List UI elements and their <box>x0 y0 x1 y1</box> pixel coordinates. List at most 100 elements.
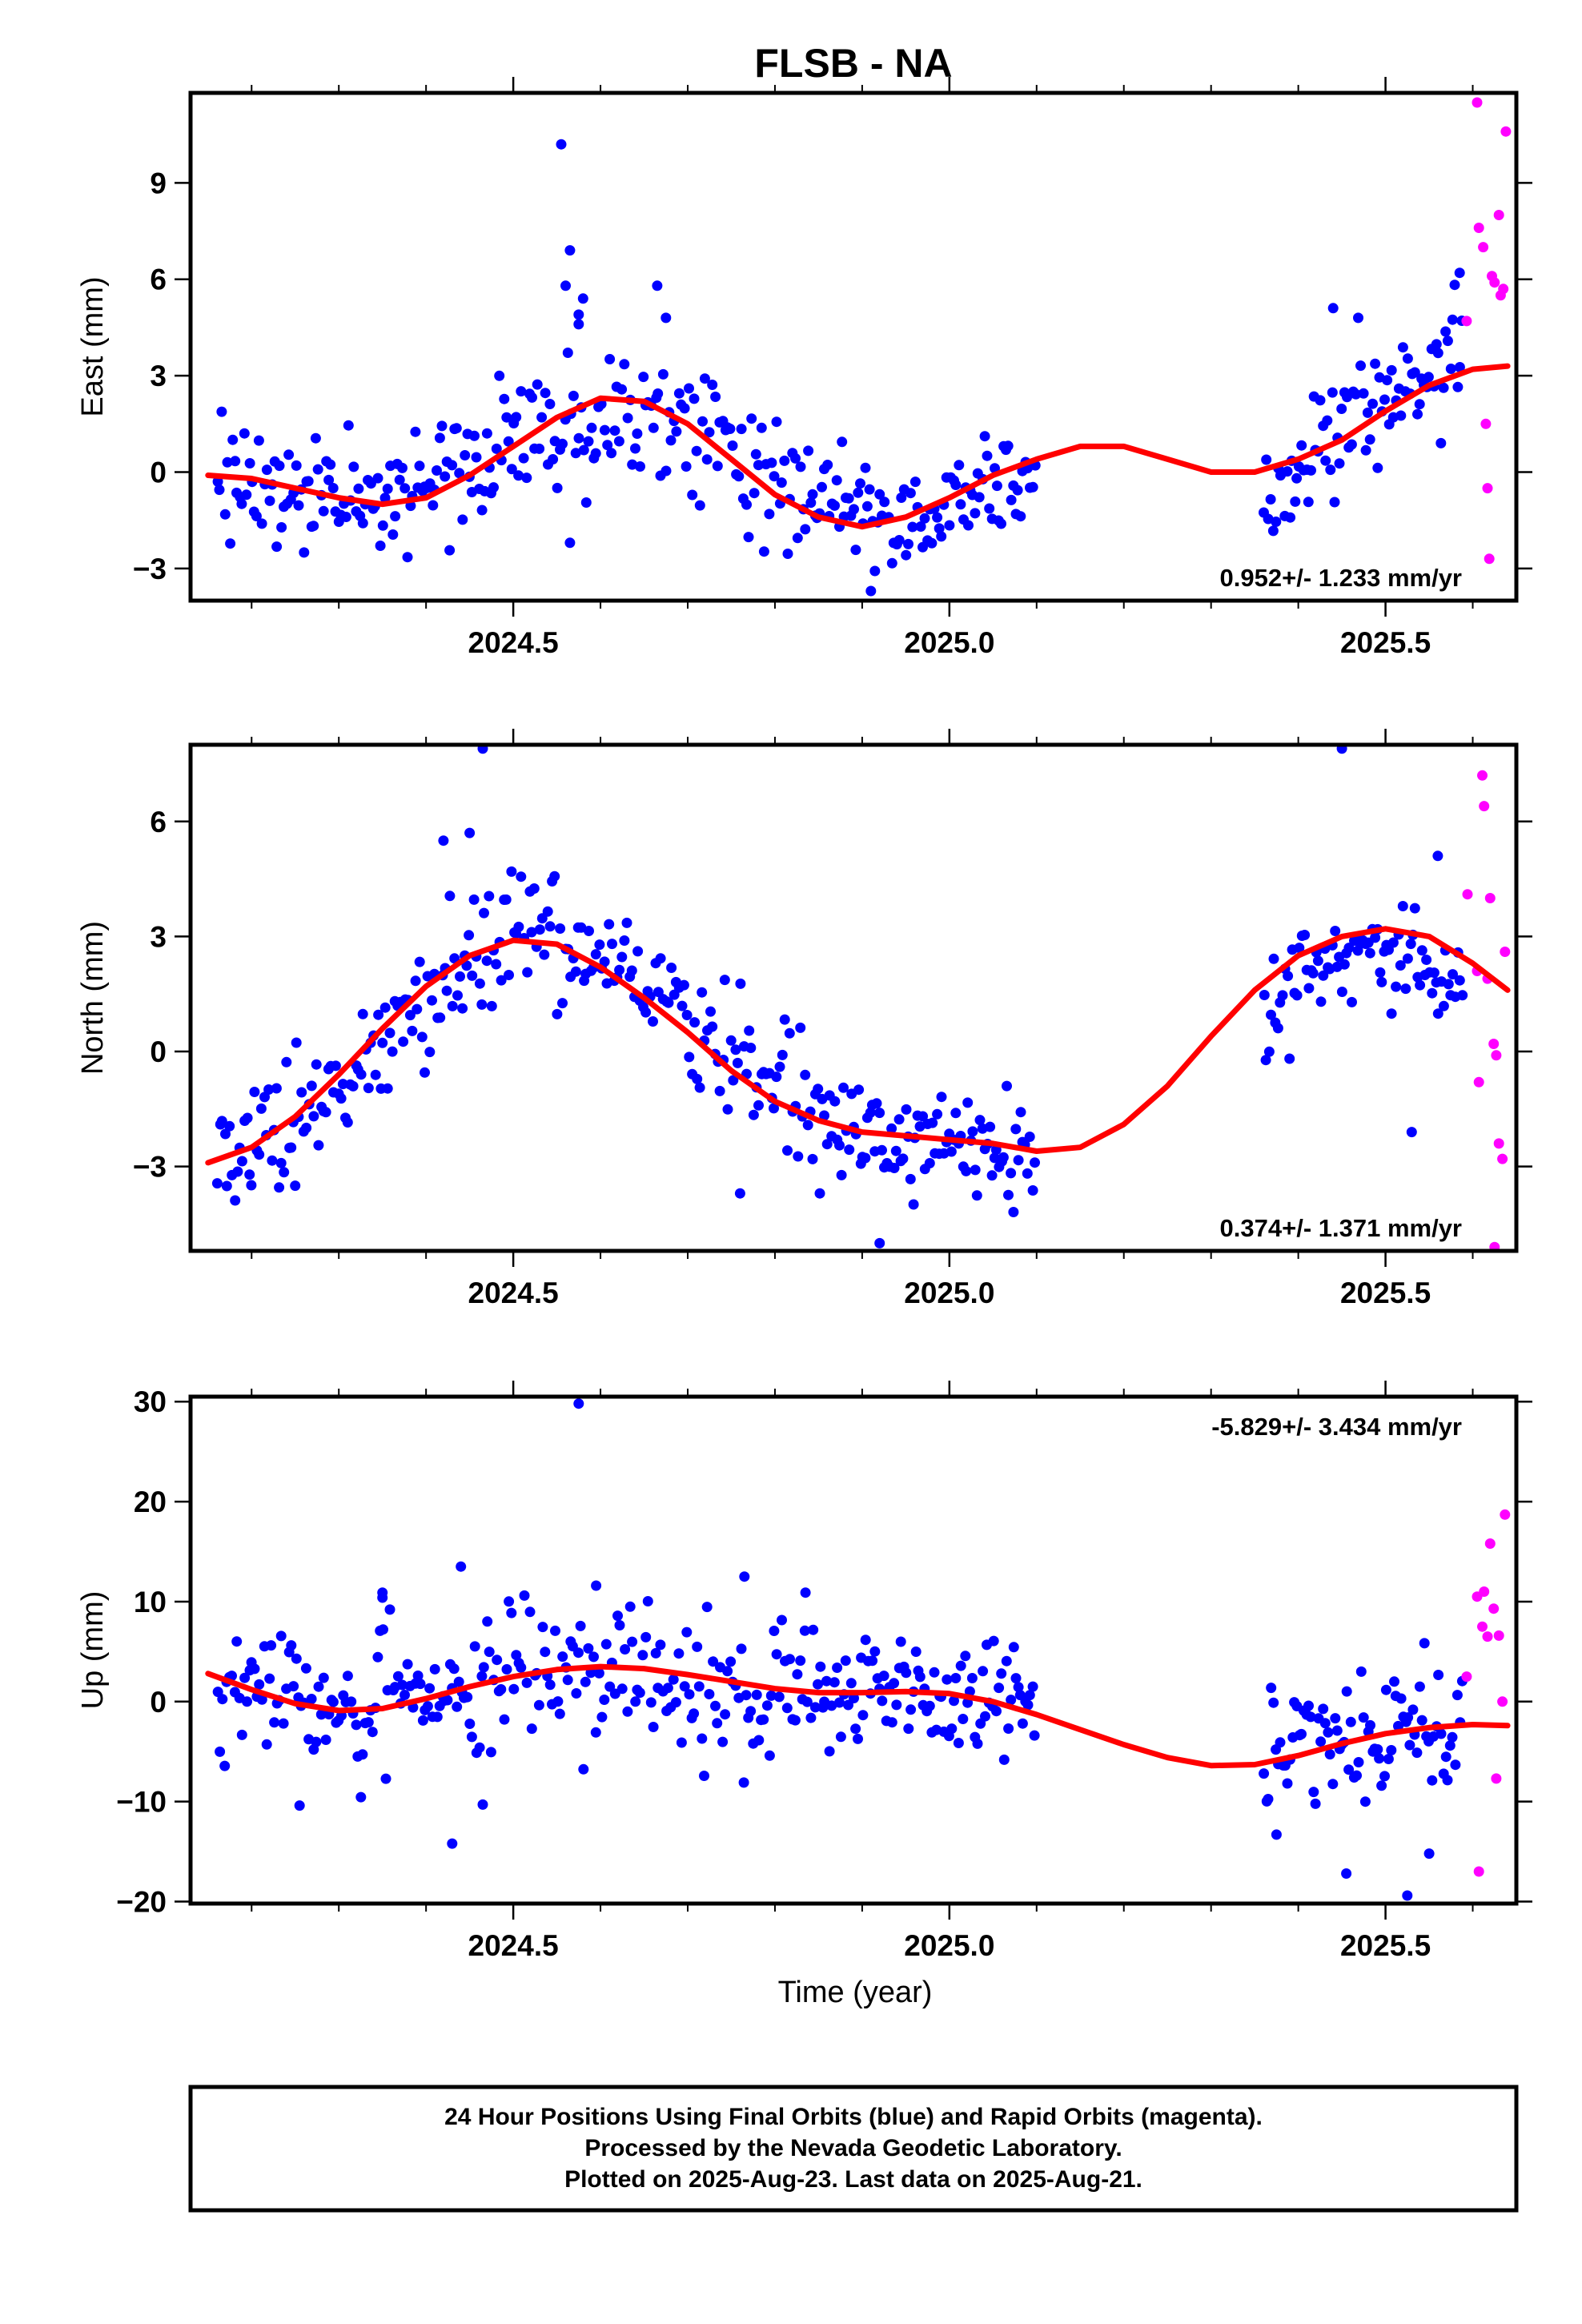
x-tick-label: 2025.5 <box>1340 626 1431 659</box>
final-orbit-point <box>1312 955 1323 967</box>
final-orbit-point <box>668 1674 679 1685</box>
final-orbit-point <box>481 428 492 439</box>
x-tick-label: 2025.5 <box>1340 1277 1431 1309</box>
final-orbit-point <box>283 449 295 460</box>
final-orbit-point <box>432 465 442 476</box>
rapid-orbit-point <box>1488 1603 1500 1614</box>
final-orbit-point <box>722 1666 733 1677</box>
final-orbit-point <box>501 412 512 423</box>
final-orbit-point <box>534 924 545 935</box>
final-orbit-point <box>310 432 321 444</box>
final-orbit-point <box>486 1000 497 1011</box>
final-orbit-point <box>1290 496 1301 507</box>
final-orbit-point <box>1395 960 1406 971</box>
final-orbit-point <box>1315 1736 1327 1747</box>
final-orbit-point <box>296 1087 307 1098</box>
final-orbit-point <box>1447 314 1458 325</box>
final-orbit-point <box>946 1146 957 1157</box>
final-orbit-point <box>853 487 864 498</box>
final-orbit-point <box>732 1057 743 1068</box>
final-orbit-point <box>705 1006 716 1017</box>
final-orbit-point <box>622 412 633 424</box>
final-orbit-point <box>1421 955 1432 965</box>
final-orbit-point <box>456 1561 467 1572</box>
final-orbit-point <box>1442 336 1453 347</box>
final-orbit-point <box>570 966 581 977</box>
y-tick-label: 0 <box>150 1035 167 1068</box>
final-orbit-point <box>1364 434 1375 445</box>
final-orbit-point <box>877 1144 887 1156</box>
final-orbit-point <box>648 1016 658 1027</box>
final-orbit-point <box>725 1035 737 1046</box>
final-orbit-point <box>434 432 445 444</box>
final-orbit-point <box>692 1641 703 1652</box>
final-orbit-point <box>890 1145 901 1156</box>
rapid-orbit-point <box>1462 889 1473 900</box>
final-orbit-point <box>357 517 368 529</box>
final-orbit-point <box>1266 1009 1276 1020</box>
final-orbit-point <box>519 1590 530 1601</box>
final-orbit-point <box>573 432 584 444</box>
final-orbit-point <box>980 1711 990 1722</box>
final-orbit-point <box>1414 399 1425 410</box>
final-orbit-point <box>1267 525 1279 537</box>
y-axis-label: North (mm) <box>76 921 110 1075</box>
final-orbit-point <box>907 521 918 533</box>
rapid-orbit-point <box>1493 210 1504 220</box>
final-orbit-point <box>1415 979 1426 991</box>
final-orbit-point <box>1008 1642 1019 1653</box>
final-orbit-point <box>889 1678 900 1689</box>
final-orbit-point <box>211 1178 223 1189</box>
final-orbit-point <box>578 444 589 456</box>
final-orbit-point <box>249 1663 260 1675</box>
final-orbit-point <box>893 1114 905 1125</box>
final-orbit-point <box>1008 1207 1019 1217</box>
final-orbit-point <box>1299 930 1311 940</box>
final-orbit-point <box>412 1671 424 1681</box>
final-orbit-point <box>950 1673 962 1683</box>
final-orbit-point <box>230 1195 241 1206</box>
rapid-orbit-point <box>1491 1773 1502 1784</box>
final-orbit-point <box>725 424 736 434</box>
final-orbit-point <box>335 1093 347 1104</box>
final-orbit-point <box>325 459 336 470</box>
final-orbit-point <box>1029 1730 1040 1741</box>
final-orbit-point <box>962 1097 974 1108</box>
final-orbit-point <box>377 1592 388 1603</box>
final-orbit-point <box>1308 1787 1319 1798</box>
final-orbit-point <box>1282 466 1293 477</box>
final-orbit-point <box>765 1690 777 1701</box>
final-orbit-point <box>879 497 890 508</box>
final-orbit-point <box>710 392 721 402</box>
final-orbit-point <box>727 440 738 451</box>
final-orbit-point <box>1372 462 1383 473</box>
final-orbit-point <box>903 1723 914 1735</box>
final-orbit-point <box>734 1188 745 1199</box>
final-orbit-point <box>867 1655 878 1667</box>
final-orbit-point <box>926 537 938 549</box>
final-orbit-point <box>521 1677 532 1688</box>
final-orbit-point <box>457 1003 468 1014</box>
final-orbit-point <box>397 462 408 473</box>
final-orbit-point <box>313 1140 324 1151</box>
final-orbit-point <box>573 1647 584 1659</box>
final-orbit-point <box>1006 1168 1017 1179</box>
final-orbit-point <box>785 1654 795 1665</box>
final-orbit-point <box>342 1117 353 1128</box>
final-orbit-point <box>773 1691 785 1703</box>
final-orbit-point <box>249 1087 260 1097</box>
y-tick-label: 10 <box>134 1586 167 1618</box>
final-orbit-point <box>241 489 252 501</box>
final-orbit-point <box>889 1163 900 1173</box>
final-orbit-point <box>1323 1727 1334 1738</box>
final-orbit-point <box>518 452 529 464</box>
final-orbit-point <box>662 1683 673 1694</box>
final-orbit-point <box>739 1571 750 1582</box>
rapid-orbit-point <box>1493 1630 1504 1641</box>
final-orbit-point <box>562 348 573 358</box>
final-orbit-point <box>1442 1775 1453 1786</box>
final-orbit-point <box>516 386 527 397</box>
rapid-orbit-point <box>1477 770 1488 781</box>
final-orbit-point <box>1296 440 1307 451</box>
final-orbit-point <box>1402 1890 1413 1901</box>
